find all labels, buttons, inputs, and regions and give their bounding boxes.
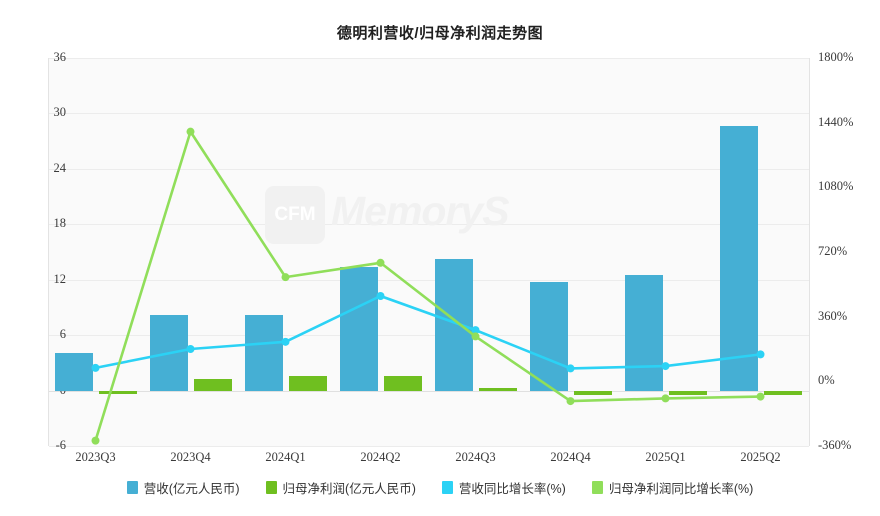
line-data-point[interactable] (661, 362, 670, 371)
gridline (49, 390, 809, 392)
y-axis-tick-left: 12 (53, 271, 67, 286)
line-data-point[interactable] (661, 394, 670, 403)
line-data-point[interactable] (376, 292, 385, 301)
legend-label: 归母净利润同比增长率(%) (608, 482, 754, 496)
x-axis-tick: 2024Q2 (360, 450, 401, 464)
line-data-point[interactable] (376, 258, 385, 267)
bar-revenue[interactable] (339, 266, 378, 391)
y-axis-tick-right: 720% (818, 244, 848, 258)
gridline (49, 224, 809, 226)
bar-net-profit[interactable] (288, 375, 327, 391)
x-axis-tick: 2024Q4 (550, 450, 591, 464)
line-data-point[interactable] (566, 397, 575, 406)
y-axis-tick-left: 30 (53, 105, 67, 120)
line-data-point[interactable] (281, 273, 290, 282)
line-data-point[interactable] (91, 363, 100, 372)
legend-swatch-icon (591, 481, 603, 494)
gridline (49, 113, 809, 115)
legend-item[interactable]: 归母净利润(亿元人民币) (265, 478, 416, 497)
line-data-point[interactable] (756, 392, 765, 401)
x-axis-tick: 2025Q2 (740, 450, 781, 464)
bar-revenue[interactable] (434, 259, 473, 391)
line-revenue-growth (94, 294, 762, 370)
line-data-point[interactable] (186, 127, 195, 136)
y-axis-tick-left: 6 (59, 327, 66, 342)
gridline (49, 279, 809, 281)
y-axis-tick-left: -6 (55, 438, 66, 452)
legend-label: 营收(亿元人民币) (143, 482, 240, 496)
y-axis-tick-right: 360% (818, 308, 848, 323)
line-data-point[interactable] (566, 364, 575, 373)
gridline (49, 335, 809, 337)
bar-net-profit[interactable] (668, 390, 707, 396)
chart-legend: 营收(亿元人民币) 归母净利润(亿元人民币) 营收同比增长率(%) 归母净利润同比增长… (0, 478, 880, 497)
bar-net-profit[interactable] (98, 390, 137, 394)
bar-net-profit[interactable] (478, 387, 517, 391)
legend-item[interactable]: 归母净利润同比增长率(%) (591, 478, 754, 497)
gridline (49, 446, 809, 447)
y-axis-tick-right: 1440% (818, 114, 854, 129)
line-data-point[interactable] (756, 350, 765, 359)
x-axis-tick: 2024Q1 (265, 450, 306, 464)
y-axis-tick-right: 0% (818, 373, 835, 388)
bar-revenue[interactable] (54, 352, 93, 391)
bar-revenue[interactable] (529, 281, 568, 391)
line-data-point[interactable] (91, 436, 100, 445)
x-axis-tick: 2025Q1 (645, 450, 686, 464)
bar-revenue[interactable] (719, 126, 758, 391)
x-axis-tick: 2023Q3 (75, 450, 116, 464)
line-data-point[interactable] (186, 345, 195, 353)
line-profit-growth (94, 130, 762, 442)
bar-net-profit[interactable] (193, 379, 232, 391)
line-data-point[interactable] (471, 332, 480, 341)
x-axis-tick: 2024Q3 (455, 450, 496, 464)
legend-label: 归母净利润(亿元人民币) (282, 482, 416, 496)
y-axis-tick-right: -360% (818, 438, 852, 452)
line-series-layer (91, 127, 765, 445)
bar-net-profit[interactable] (573, 390, 612, 396)
line-data-point[interactable] (471, 326, 480, 335)
y-axis-tick-left: 18 (53, 216, 67, 231)
legend-item[interactable]: 营收(亿元人民币) (126, 478, 240, 497)
x-axis-tick: 2023Q4 (170, 450, 211, 464)
legend-label: 营收同比增长率(%) (458, 482, 566, 496)
bar-net-profit[interactable] (763, 390, 802, 395)
bar-revenue[interactable] (624, 275, 663, 391)
line-data-point[interactable] (281, 337, 290, 346)
y-axis-tick-left: 36 (53, 50, 67, 64)
y-axis-tick-right: 1800% (818, 50, 854, 64)
chart-title: 德明利营收/归母净利润走势图 (336, 25, 544, 42)
legend-swatch-icon (265, 481, 277, 494)
bar-net-profit[interactable] (383, 375, 422, 391)
legend-item[interactable]: 营收同比增长率(%) (441, 478, 566, 497)
gridline (49, 168, 809, 170)
bar-revenue[interactable] (244, 314, 283, 391)
legend-swatch-icon (441, 481, 453, 494)
y-axis-tick-right: 1080% (818, 179, 854, 194)
legend-swatch-icon (126, 481, 138, 494)
gridline (49, 58, 809, 59)
y-axis-tick-left: 24 (53, 160, 67, 175)
